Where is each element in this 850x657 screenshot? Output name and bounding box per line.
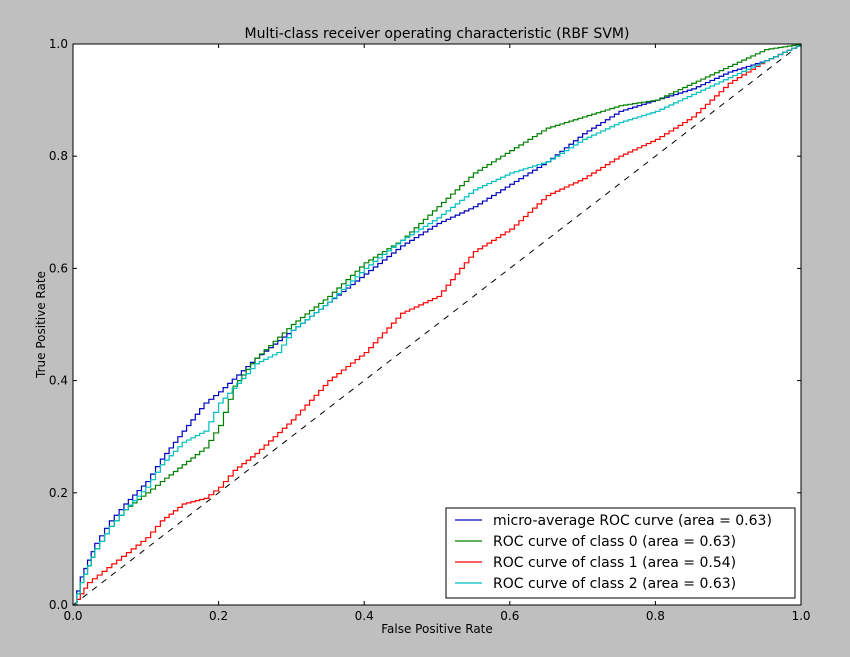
ticks-layer: 0.00.0 0.2 0.2 0.4 0.4 0.6 0.6 0.8 0.8 1.0 1.0 (49, 37, 811, 623)
y-tick-label: 0.6 (49, 261, 68, 275)
legend: micro-average ROC curve (area = 0.63) ROC… (445, 507, 796, 599)
y-tick-label: 0.4 (49, 374, 68, 388)
legend-box (445, 507, 796, 599)
plot-frame (72, 43, 802, 606)
legend-entry-3: ROC curve of class 2 (area = 0.63) (493, 576, 736, 592)
x-tick-label: 0.8 (646, 609, 665, 623)
chart-title: Multi-class receiver operating character… (245, 26, 630, 42)
x-tick-label: 1.0 (791, 609, 810, 623)
legend-entry-1: ROC curve of class 0 (area = 0.63) (493, 534, 736, 550)
y-axis-label: True Positive Rate (34, 271, 48, 379)
x-axis-label: False Positive Rate (381, 622, 493, 636)
legend-entry-0: micro-average ROC curve (area = 0.63) (493, 513, 772, 529)
chance-diagonal-line (72, 43, 802, 606)
y-tick-label: 0.8 (49, 149, 68, 163)
x-tick-label: 0.6 (500, 609, 519, 623)
roc-curve-series-1 (73, 44, 802, 606)
roc-curve-series-2 (73, 44, 802, 606)
roc-curve-series-0 (73, 44, 802, 606)
x-tick-label: 0.0 (63, 609, 82, 623)
x-tick-label: 0.2 (209, 609, 228, 623)
plot-layer (72, 43, 802, 606)
y-tick-label: 0.0 (49, 598, 68, 612)
x-tick-label: 0.4 (355, 609, 374, 623)
y-tick-label: 1.0 (49, 37, 68, 51)
legend-entry-2: ROC curve of class 1 (area = 0.54) (493, 555, 736, 571)
roc-curve-series-3 (73, 44, 802, 606)
y-tick-label: 0.2 (49, 486, 68, 500)
